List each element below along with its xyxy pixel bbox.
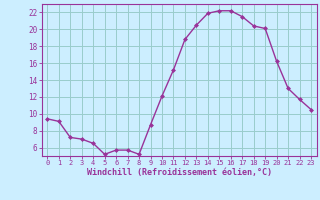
X-axis label: Windchill (Refroidissement éolien,°C): Windchill (Refroidissement éolien,°C) bbox=[87, 168, 272, 177]
